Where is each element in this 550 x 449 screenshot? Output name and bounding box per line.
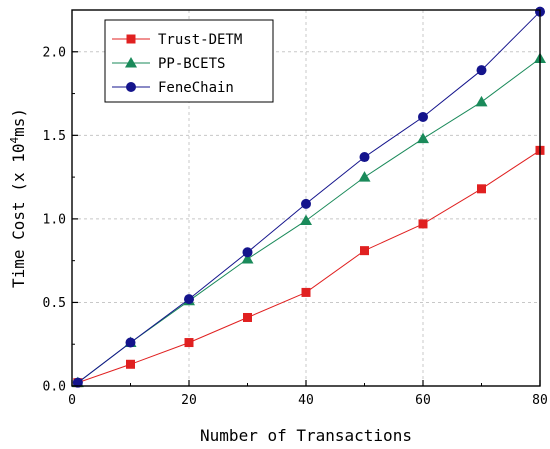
data-point-fenechain [418, 111, 428, 122]
data-point-pp-bcets [475, 95, 488, 107]
x-tick-label: 40 [298, 393, 314, 408]
legend-label-trust-detm: Trust-DETM [158, 32, 242, 48]
data-point-pp-bcets [241, 252, 254, 264]
y-axis-title-end: ms) [9, 108, 28, 137]
y-tick-label: 0.5 [43, 296, 66, 311]
series-layer [71, 6, 546, 388]
series-trust-detm [73, 145, 545, 388]
data-point-fenechain [242, 247, 253, 258]
y-tick-label: 1.0 [43, 212, 66, 227]
legend-label-pp-bcets: PP-BCETS [158, 56, 225, 72]
data-point-trust-detm [418, 219, 428, 229]
x-axis-title: Number of Transactions [200, 426, 412, 445]
y-axis-title-main: Time Cost (x 10 [9, 144, 28, 289]
data-point-trust-detm [126, 359, 135, 369]
series-pp-bcets [71, 52, 546, 388]
data-point-pp-bcets [417, 132, 429, 144]
legend-label-fenechain: FeneChain [158, 80, 234, 96]
legend: Trust-DETM PP-BCETS FeneChain [104, 19, 274, 103]
data-point-fenechain [125, 337, 136, 348]
data-point-fenechain [476, 65, 487, 76]
data-point-fenechain [359, 152, 370, 163]
legend-marker-trust-detm [126, 34, 136, 44]
data-point-trust-detm [360, 246, 369, 256]
x-tick-label: 60 [415, 393, 431, 408]
y-tick-label: 1.5 [43, 129, 66, 144]
data-point-fenechain [184, 294, 194, 305]
x-axis: 0 20 40 60 80 [68, 380, 548, 408]
data-point-trust-detm [243, 312, 252, 322]
data-point-fenechain [72, 377, 83, 388]
legend-marker-pp-bcets [125, 57, 137, 68]
x-tick-label: 0 [68, 393, 76, 408]
data-point-trust-detm [184, 338, 194, 348]
y-tick-label: 0.0 [43, 380, 66, 395]
y-axis-title-sup: 4 [8, 137, 21, 144]
x-tick-label: 80 [532, 393, 548, 408]
y-axis: 0.0 0.5 1.0 1.5 2.0 [43, 45, 78, 395]
legend-marker-fenechain [126, 82, 136, 92]
y-axis-title: Time Cost (x 104ms) [8, 108, 28, 288]
series-line-trust-detm [77, 149, 541, 384]
y-tick-label: 2.0 [43, 45, 66, 60]
series-fenechain [72, 6, 545, 388]
data-point-fenechain [301, 198, 311, 209]
data-point-trust-detm [477, 184, 486, 194]
data-point-trust-detm [301, 287, 311, 297]
data-point-pp-bcets [300, 214, 312, 226]
x-tick-label: 20 [181, 393, 197, 408]
data-point-pp-bcets [358, 171, 371, 182]
